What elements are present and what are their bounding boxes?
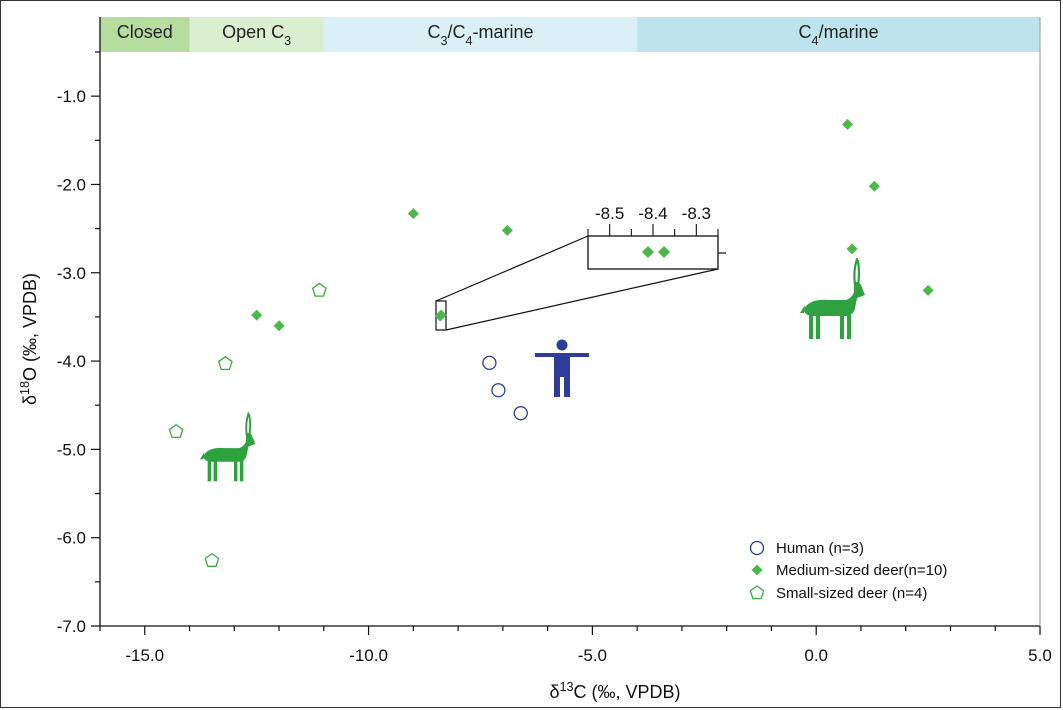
inset-connector-bottom — [445, 268, 719, 331]
x-tick-label: -10.0 — [349, 646, 388, 665]
y-tick-label: -5.0 — [57, 440, 86, 459]
band-2 — [323, 17, 638, 52]
inset-point — [642, 246, 654, 258]
legend-label: Small-sized deer (n=4) — [776, 585, 927, 602]
deer-icon-small-leg4 — [239, 458, 244, 482]
y-tick-label: -1.0 — [57, 87, 86, 106]
small-deer-point — [311, 282, 327, 297]
data-points — [168, 118, 934, 567]
x-tick-label: -5.0 — [578, 646, 607, 665]
legend-marker-medium-deer — [751, 564, 763, 576]
y-tick-label: -4.0 — [57, 352, 86, 371]
legend-label: Human (n=3) — [776, 540, 864, 557]
band-1 — [189, 17, 324, 52]
deer-icon-large-leg1 — [809, 312, 813, 339]
human-leg-left — [554, 375, 560, 397]
human-point — [482, 355, 497, 370]
medium-deer-point — [842, 118, 854, 130]
x-tick-label: 0.0 — [804, 646, 828, 665]
deer-icon-small — [200, 412, 256, 482]
legend: Human (n=3) Medium-sized deer(n=10) Small-… — [749, 540, 947, 602]
deer-icon-large-leg2 — [816, 312, 820, 339]
deer-icon-small-horns — [245, 412, 252, 438]
inset-zoom: -8.5 -8.4 -8.3 — [435, 204, 726, 331]
human-point — [513, 406, 528, 421]
legend-marker-small-deer — [749, 585, 765, 600]
human-head — [556, 339, 568, 351]
legend-label: Medium-sized deer(n=10) — [776, 562, 947, 579]
inset-tick-label: -8.4 — [638, 204, 667, 223]
deer-icon-large-leg3 — [840, 312, 844, 339]
deer-icon-large-leg4 — [847, 312, 851, 339]
y-tick-label: -7.0 — [57, 617, 86, 636]
human-torso — [554, 353, 570, 377]
small-deer-point — [204, 552, 220, 567]
inset-connector-top — [435, 235, 589, 302]
human-leg-right — [564, 375, 570, 397]
y-tick-label: -6.0 — [57, 529, 86, 548]
medium-deer-point — [868, 180, 880, 192]
band-label: Closed — [117, 22, 173, 42]
inset-tick-label: -8.5 — [595, 204, 624, 223]
x-tick-label: 5.0 — [1028, 646, 1052, 665]
inset-tick-label: -8.3 — [682, 204, 711, 223]
human-point — [491, 383, 506, 398]
medium-deer-point — [251, 309, 263, 321]
y-axis-title: δ18O (‰, VPDB) — [18, 273, 40, 405]
band-label: Open C3 — [222, 22, 291, 48]
axes — [99, 17, 1041, 627]
medium-deer-point — [922, 284, 934, 296]
deer-icon-large-horns — [853, 257, 861, 288]
medium-deer-point — [846, 243, 858, 255]
medium-deer-point — [407, 208, 419, 220]
deer-icon-small-tail — [200, 452, 205, 460]
inset-point — [658, 246, 670, 258]
deer-icon-large-tail — [800, 305, 805, 313]
x-tick-label: -15.0 — [125, 646, 164, 665]
x-axis-title: δ13C (‰, VPDB) — [549, 680, 680, 702]
medium-deer-point — [273, 320, 285, 332]
medium-deer-point — [501, 224, 513, 236]
tick-group: -15.0 -10.0 -5.0 0.0 5.0 -1.0 -2.0 -3.0 -4.0 -5.0… — [18, 51, 1052, 702]
legend-marker-human — [749, 540, 765, 556]
y-tick-label: -3.0 — [57, 264, 86, 283]
band-0 — [100, 17, 190, 52]
band-label: C4/marine — [799, 22, 879, 48]
deer-icon-small-leg2 — [213, 458, 217, 482]
band-3 — [637, 17, 1040, 52]
small-deer-point — [168, 423, 184, 439]
deer-icon-small-leg3 — [234, 458, 238, 482]
icon-group — [200, 257, 865, 482]
medium-deer-point — [435, 309, 447, 321]
small-deer-point — [217, 355, 233, 371]
band-label: C3/C4-marine — [427, 22, 533, 48]
deer-icon-large — [800, 257, 865, 339]
deer-icon-small-leg1 — [207, 458, 212, 482]
deer-icon-small-body — [203, 432, 256, 462]
deer-icon-large-body — [804, 281, 865, 316]
band-strip: Closed Open C3 C3/C4-marine C4/marine — [100, 17, 1040, 52]
y-tick-label: -2.0 — [57, 175, 86, 194]
human-icon — [535, 339, 589, 397]
